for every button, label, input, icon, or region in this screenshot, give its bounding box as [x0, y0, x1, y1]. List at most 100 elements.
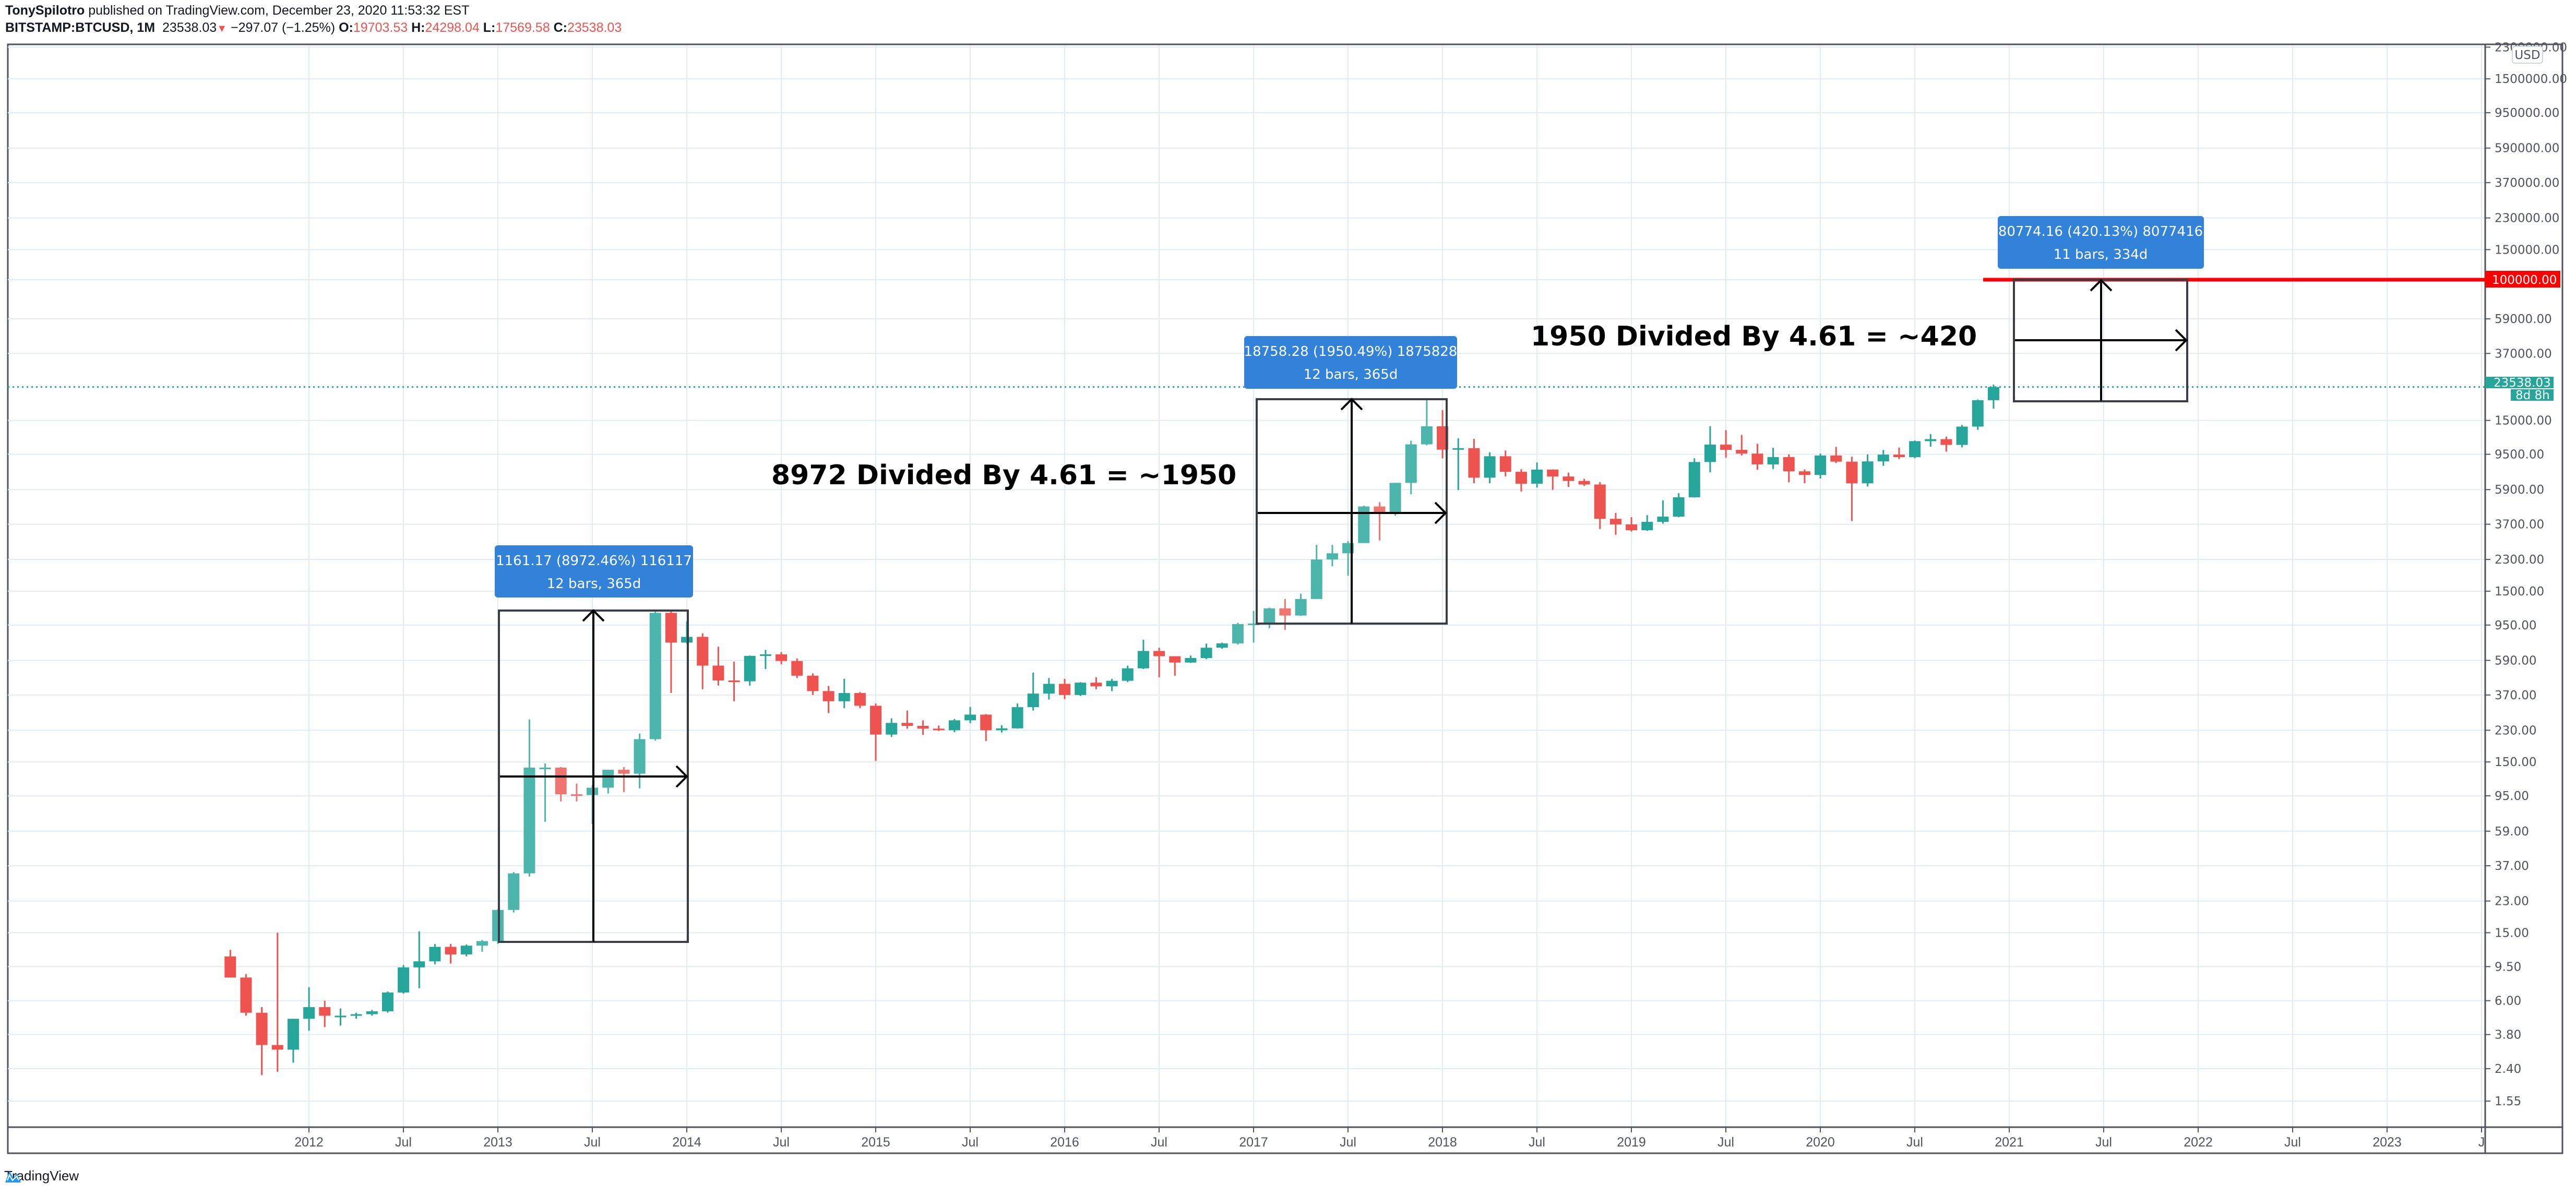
candle[interactable]: [1468, 438, 1480, 484]
candle[interactable]: [1720, 430, 1732, 458]
candle[interactable]: [759, 650, 771, 670]
candle[interactable]: [1169, 656, 1181, 676]
candlestick-series[interactable]: [224, 385, 1999, 1076]
candle[interactable]: [1437, 410, 1449, 459]
candle[interactable]: [1232, 623, 1244, 645]
candle[interactable]: [1484, 452, 1496, 484]
candle[interactable]: [508, 872, 520, 913]
candle[interactable]: [1609, 512, 1621, 535]
candle[interactable]: [1563, 472, 1575, 487]
candle[interactable]: [1657, 500, 1669, 524]
candle[interactable]: [1011, 703, 1023, 729]
candle[interactable]: [822, 686, 834, 713]
candle[interactable]: [1106, 678, 1118, 691]
candle[interactable]: [1594, 482, 1606, 529]
candle[interactable]: [1783, 454, 1795, 483]
tradingview-branding[interactable]: TradingView: [4, 1168, 79, 1184]
candle[interactable]: [1200, 643, 1212, 660]
candle[interactable]: [901, 710, 913, 729]
candle[interactable]: [271, 933, 283, 1072]
candle[interactable]: [1815, 453, 1827, 479]
candle[interactable]: [776, 652, 788, 664]
candle[interactable]: [1421, 400, 1433, 446]
candle[interactable]: [1185, 655, 1197, 663]
candle[interactable]: [1405, 440, 1417, 494]
candle[interactable]: [319, 1000, 331, 1027]
candle[interactable]: [350, 1012, 362, 1019]
candle[interactable]: [649, 610, 661, 741]
candle[interactable]: [886, 718, 898, 737]
candle[interactable]: [523, 719, 535, 877]
candle[interactable]: [1767, 448, 1779, 469]
candle[interactable]: [1295, 593, 1307, 616]
candle[interactable]: [381, 991, 393, 1013]
candle[interactable]: [366, 1010, 378, 1016]
candle[interactable]: [1531, 462, 1543, 488]
candle[interactable]: [539, 763, 551, 822]
candle[interactable]: [1751, 444, 1763, 470]
author-name[interactable]: TonySpilotro: [5, 3, 85, 18]
price-axis[interactable]: 2300000.001500000.00950000.00590000.0037…: [2485, 41, 2567, 1108]
candle[interactable]: [570, 783, 582, 802]
candle[interactable]: [1547, 469, 1559, 490]
candle[interactable]: [854, 692, 866, 708]
candle[interactable]: [1326, 545, 1338, 567]
candle[interactable]: [728, 661, 740, 701]
candle[interactable]: [1027, 673, 1039, 711]
candle[interactable]: [1925, 434, 1937, 447]
candle[interactable]: [1248, 611, 1260, 643]
candle[interactable]: [665, 610, 677, 694]
candle[interactable]: [744, 655, 756, 686]
candle[interactable]: [224, 950, 236, 978]
measure-tool-1[interactable]: 1161.17 (8972.46%) 116117 12 bars, 365d: [495, 545, 693, 943]
candle[interactable]: [1956, 425, 1968, 448]
candle[interactable]: [1043, 678, 1055, 700]
candle[interactable]: [996, 725, 1008, 733]
annotation-text-1[interactable]: 8972 Divided By 4.61 = ~1950: [771, 460, 1236, 491]
candle[interactable]: [1059, 678, 1071, 699]
candle[interactable]: [445, 943, 457, 964]
candle[interactable]: [933, 725, 945, 731]
candle[interactable]: [1279, 599, 1291, 630]
candle[interactable]: [303, 987, 315, 1031]
symbol-label[interactable]: BITSTAMP:BTCUSD, 1M: [5, 20, 156, 35]
candle[interactable]: [1940, 436, 1952, 452]
annotation-text-2[interactable]: 1950 Divided By 4.61 = ~420: [1531, 321, 1977, 352]
candle[interactable]: [1704, 426, 1716, 473]
candle[interactable]: [1688, 458, 1700, 498]
candle[interactable]: [1578, 479, 1590, 486]
candle[interactable]: [1374, 502, 1386, 541]
candle[interactable]: [807, 673, 819, 695]
candle[interactable]: [712, 647, 724, 686]
candle[interactable]: [917, 720, 929, 735]
time-axis[interactable]: 2012 Jul 2013 Jul 2014 Jul 2015 Jul 2016 Jul 2017 J…: [294, 1127, 2485, 1150]
candle[interactable]: [287, 1019, 299, 1063]
candle[interactable]: [870, 703, 882, 761]
candle[interactable]: [1673, 493, 1685, 518]
candle[interactable]: [1909, 440, 1921, 459]
candle[interactable]: [1452, 438, 1464, 490]
candle[interactable]: [1153, 648, 1165, 677]
candle[interactable]: [335, 1008, 347, 1025]
candle[interactable]: [1263, 607, 1275, 628]
candle[interactable]: [1736, 435, 1748, 456]
candle[interactable]: [1090, 677, 1102, 689]
measure-tool-3[interactable]: 80774.16 (420.13%) 8077416 11 bars, 334d: [1998, 216, 2204, 402]
candle[interactable]: [1641, 515, 1653, 531]
candle[interactable]: [1846, 457, 1858, 521]
currency-badge[interactable]: USD: [2512, 46, 2543, 64]
candle[interactable]: [948, 719, 960, 733]
candle[interactable]: [476, 940, 488, 952]
candle[interactable]: [429, 943, 441, 964]
candle[interactable]: [1987, 385, 1999, 409]
candle[interactable]: [1626, 517, 1638, 532]
candle[interactable]: [1216, 642, 1228, 649]
candle[interactable]: [1877, 450, 1889, 466]
candle[interactable]: [1310, 545, 1322, 599]
candle[interactable]: [602, 770, 614, 794]
candle[interactable]: [1893, 447, 1905, 459]
candle[interactable]: [1972, 399, 1984, 430]
candle[interactable]: [980, 714, 992, 741]
candle[interactable]: [1862, 454, 1874, 487]
